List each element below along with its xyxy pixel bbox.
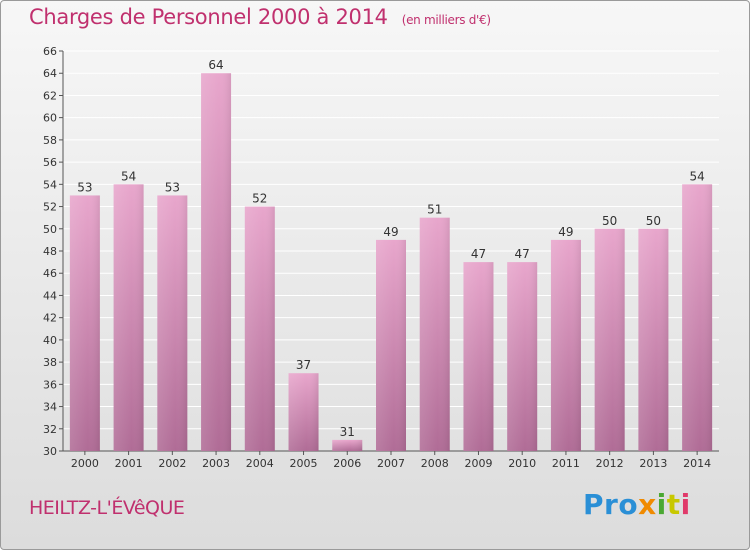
value-label: 47	[471, 247, 486, 261]
x-tick-label: 2009	[464, 457, 492, 470]
value-label: 54	[121, 169, 136, 183]
x-tick-label: 2008	[421, 457, 449, 470]
y-tick-label: 58	[43, 134, 57, 147]
proxiti-logo: Proxiti	[583, 488, 691, 521]
y-tick-label: 52	[43, 201, 57, 214]
x-tick-label: 2014	[683, 457, 711, 470]
bar-shade	[594, 228, 625, 451]
y-tick-label: 42	[43, 312, 57, 325]
y-tick-label: 54	[43, 178, 57, 191]
logo-letter: r	[604, 488, 619, 521]
y-tick-label: 38	[43, 356, 57, 369]
x-tick-label: 2002	[158, 457, 186, 470]
value-label: 51	[427, 203, 442, 217]
bar-shade	[638, 228, 669, 451]
y-tick-label: 66	[43, 45, 57, 58]
value-label: 64	[208, 58, 223, 72]
logo-letter: P	[583, 488, 605, 521]
bar-shade	[201, 73, 232, 451]
x-tick-label: 2013	[639, 457, 667, 470]
y-tick-label: 62	[43, 89, 57, 102]
chart-title: Charges de Personnel 2000 à 2014 (en mill…	[29, 5, 491, 29]
y-tick-label: 36	[43, 378, 57, 391]
y-tick-label: 40	[43, 334, 57, 347]
value-label: 50	[646, 214, 661, 228]
bar-shade	[463, 262, 494, 451]
x-tick-label: 2004	[246, 457, 274, 470]
x-tick-label: 2012	[596, 457, 624, 470]
y-tick-label: 50	[43, 223, 57, 236]
x-tick-label: 2011	[552, 457, 580, 470]
bar-shade	[682, 184, 713, 452]
x-tick-label: 2007	[377, 457, 405, 470]
value-label: 37	[296, 358, 311, 372]
logo-letter: t	[666, 488, 681, 521]
x-tick-label: 2006	[333, 457, 361, 470]
commune-name: HEILTZ-L'ÉVêQUE	[29, 497, 185, 519]
bars	[69, 73, 713, 452]
logo-letter: i	[680, 488, 691, 521]
bar-shade	[69, 195, 100, 451]
y-tick-label: 56	[43, 156, 57, 169]
bar-shade	[507, 262, 538, 451]
value-label: 47	[515, 247, 530, 261]
labels: 30 32 34 36 38 40 42 44 46 48 50 52 54 56 58 60 62 64 66 53…	[43, 45, 711, 470]
value-label: 49	[558, 225, 573, 239]
x-tick-label: 2010	[508, 457, 536, 470]
value-label: 50	[602, 214, 617, 228]
bar-shade	[288, 373, 319, 451]
logo-letter: i	[656, 488, 667, 521]
y-tick-label: 32	[43, 423, 57, 436]
value-label: 53	[165, 180, 180, 194]
logo-letter: x	[638, 488, 657, 521]
y-tick-label: 48	[43, 245, 57, 258]
bar-shade	[113, 184, 144, 452]
y-tick-label: 46	[43, 267, 57, 280]
logo-letter: o	[618, 488, 639, 521]
bar-shade	[244, 206, 275, 451]
bar-shade	[157, 195, 188, 451]
value-label: 54	[689, 169, 704, 183]
x-tick-label: 2003	[202, 457, 230, 470]
bar-shade	[376, 239, 406, 451]
chart-subtitle: (en milliers d'€)	[401, 13, 491, 27]
value-label: 52	[252, 192, 267, 206]
x-tick-label: 2000	[71, 457, 99, 470]
y-tick-label: 44	[43, 289, 57, 302]
value-label: 49	[383, 225, 398, 239]
value-label: 31	[340, 425, 355, 439]
x-tick-label: 2005	[290, 457, 318, 470]
x-tick-label: 2001	[115, 457, 143, 470]
y-tick-label: 60	[43, 112, 57, 125]
y-tick-label: 64	[43, 67, 57, 80]
bar-shade	[419, 217, 450, 451]
y-tick-label: 34	[43, 401, 57, 414]
value-label: 53	[77, 180, 92, 194]
bar-shade	[550, 239, 581, 451]
bar-shade	[332, 439, 363, 451]
y-tick-label: 30	[43, 445, 57, 458]
